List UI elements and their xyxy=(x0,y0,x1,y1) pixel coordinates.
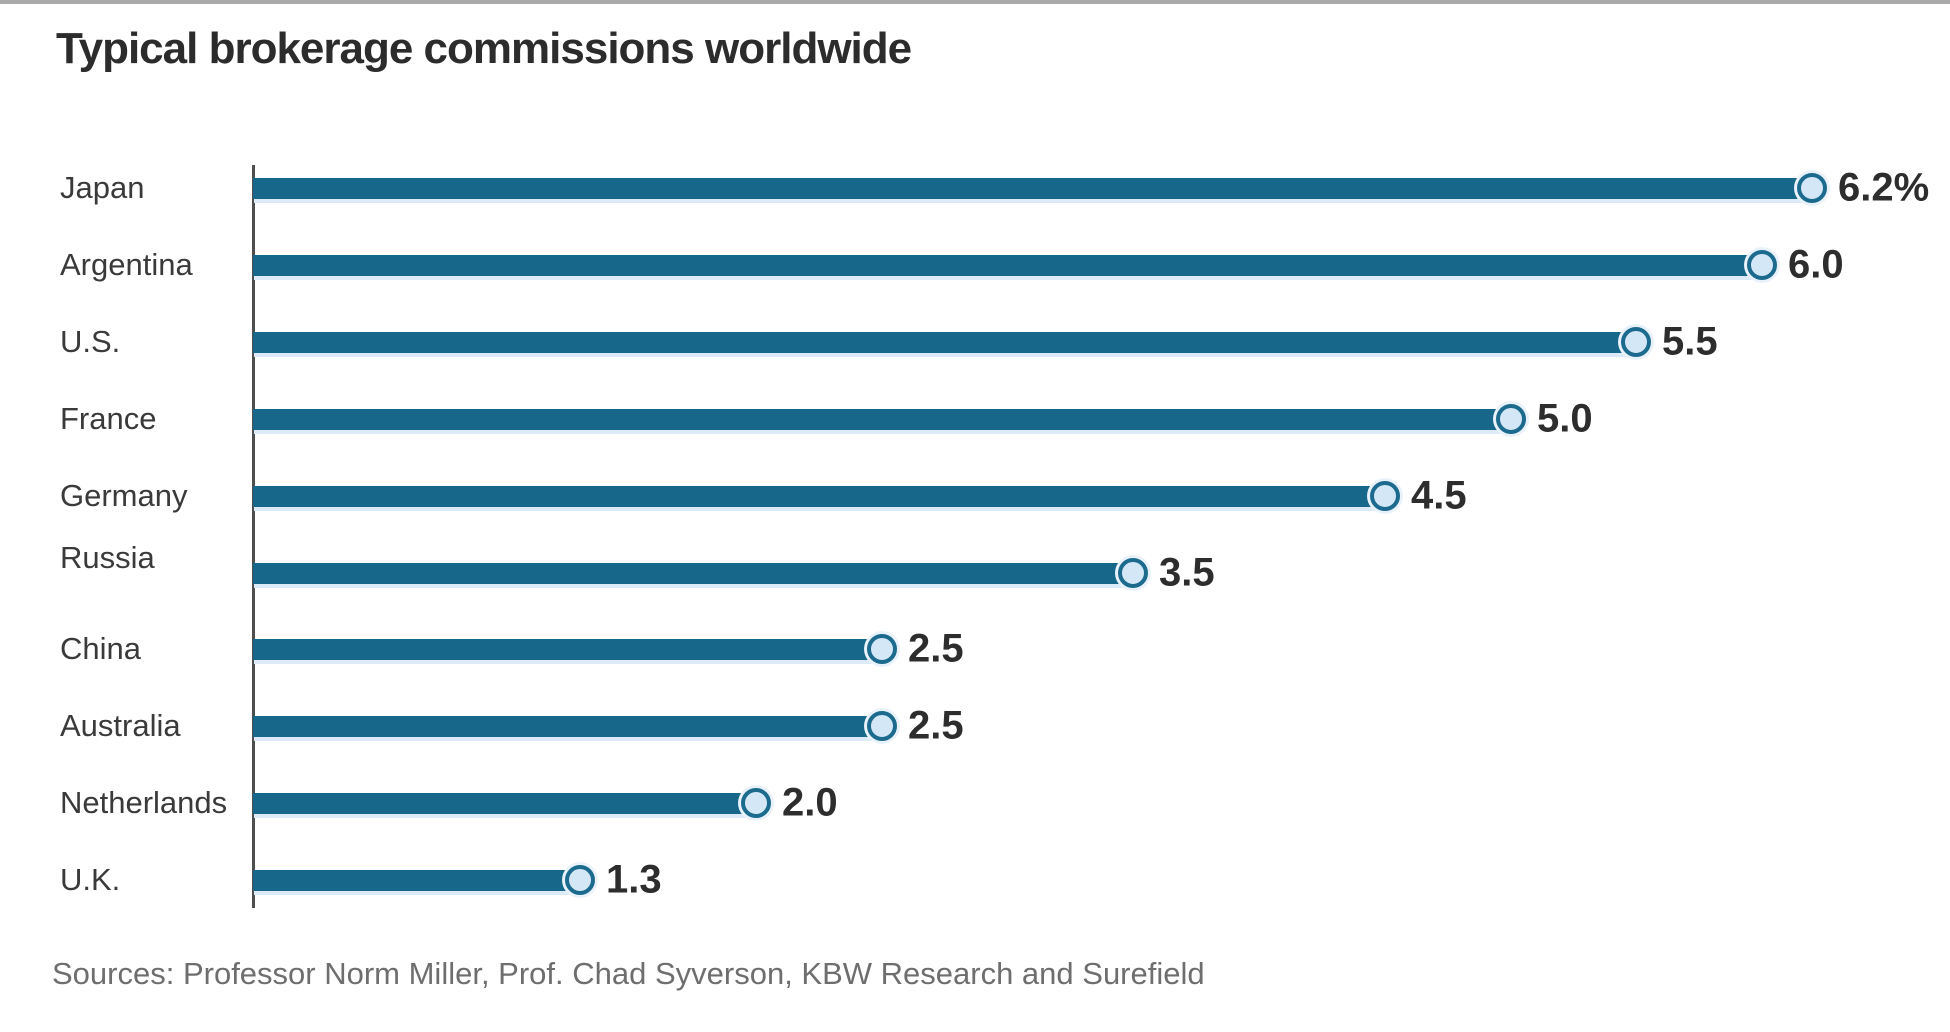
bar-marker xyxy=(1370,481,1400,511)
bar xyxy=(253,869,580,891)
category-label: France xyxy=(60,401,157,436)
bar-marker xyxy=(1621,327,1651,357)
bar-marker xyxy=(741,788,771,818)
bar-marker xyxy=(1118,558,1148,588)
value-label: 2.5 xyxy=(908,703,964,748)
bar xyxy=(253,331,1636,353)
bar xyxy=(253,638,882,660)
source-note: Sources: Professor Norm Miller, Prof. Ch… xyxy=(52,956,1205,991)
value-label: 5.0 xyxy=(1537,396,1593,441)
value-label: 4.5 xyxy=(1411,473,1467,518)
value-label: 2.5 xyxy=(908,626,964,671)
bar xyxy=(253,254,1762,276)
category-label: Japan xyxy=(60,170,145,205)
category-label: Germany xyxy=(60,478,188,513)
chart-title: Typical brokerage commissions worldwide xyxy=(56,24,912,73)
category-label: Russia xyxy=(60,540,155,575)
value-label: 1.3 xyxy=(606,857,662,902)
value-label: 6.2% xyxy=(1838,165,1930,210)
value-label: 6.0 xyxy=(1788,242,1844,287)
category-label: Netherlands xyxy=(60,785,228,820)
bar-marker xyxy=(867,711,897,741)
category-label: U.K. xyxy=(60,862,121,897)
bar-marker xyxy=(1797,173,1827,203)
y-axis-line xyxy=(252,165,255,908)
window-top-edge xyxy=(0,0,1950,4)
value-label: 5.5 xyxy=(1662,319,1718,364)
bar-marker xyxy=(867,634,897,664)
category-label: China xyxy=(60,631,141,666)
bar xyxy=(253,177,1812,199)
bar-marker xyxy=(1496,404,1526,434)
bar xyxy=(253,485,1385,507)
value-label: 3.5 xyxy=(1159,550,1215,595)
category-label: Australia xyxy=(60,708,181,743)
category-label: Argentina xyxy=(60,247,193,282)
bar xyxy=(253,715,882,737)
bar xyxy=(253,562,1133,584)
bar xyxy=(253,792,756,814)
bar-marker xyxy=(565,865,595,895)
bar xyxy=(253,408,1511,430)
value-label: 2.0 xyxy=(782,780,838,825)
category-label: U.S. xyxy=(60,324,121,359)
bar-marker xyxy=(1747,250,1777,280)
